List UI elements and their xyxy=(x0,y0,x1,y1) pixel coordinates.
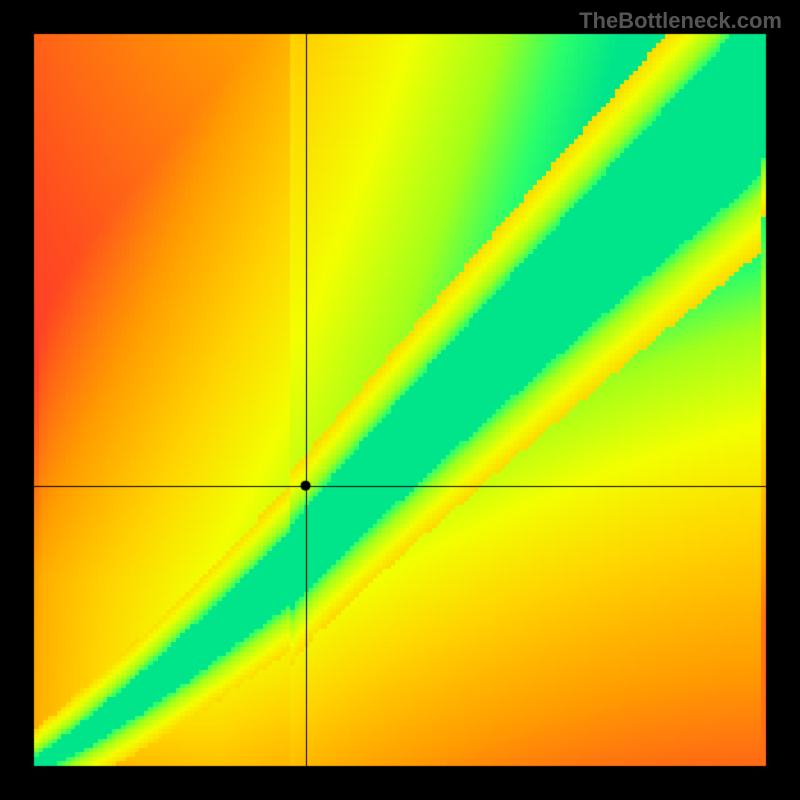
crosshair-overlay xyxy=(0,0,800,800)
watermark-text: TheBottleneck.com xyxy=(579,8,782,34)
